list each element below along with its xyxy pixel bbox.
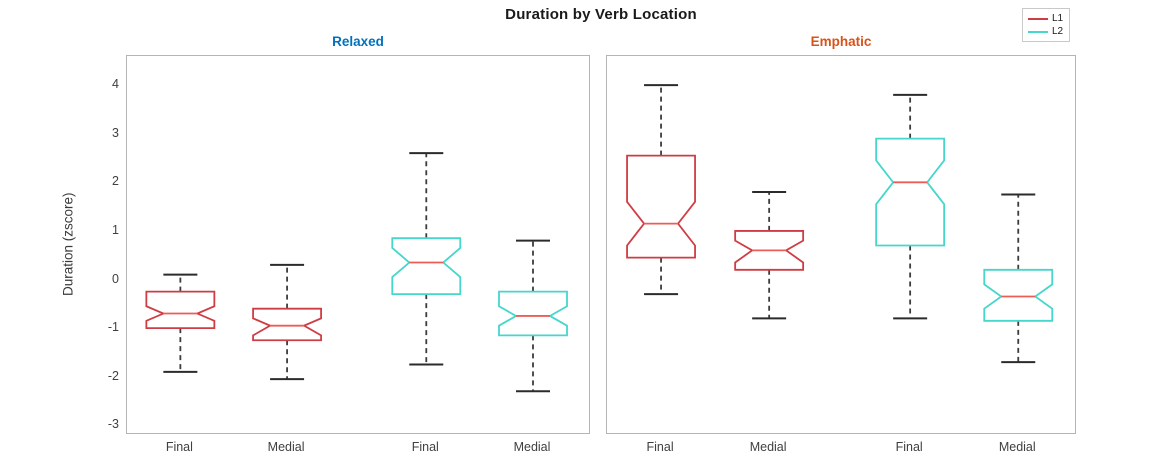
x-category-label: Medial bbox=[513, 440, 551, 454]
box-relaxed-final-l2 bbox=[391, 152, 462, 366]
l1-line-swatch-icon bbox=[1028, 17, 1048, 20]
box-relaxed-medial-l1 bbox=[252, 263, 322, 381]
box-body bbox=[252, 307, 322, 342]
box-relaxed-final-l1 bbox=[145, 273, 216, 373]
figure-title: Duration by Verb Location bbox=[505, 6, 697, 23]
legend: L1 L2 bbox=[1022, 8, 1071, 42]
panel-title-emphatic: Emphatic bbox=[810, 34, 872, 49]
box-body bbox=[391, 237, 462, 295]
x-category-label: Medial bbox=[267, 440, 305, 454]
legend-label-l2: L2 bbox=[1052, 26, 1064, 37]
legend-label-l1: L1 bbox=[1052, 13, 1064, 24]
y-axis-label: Duration (zscore) bbox=[60, 192, 76, 297]
y-tick-label: 3 bbox=[112, 125, 119, 140]
legend-item-l1: L1 bbox=[1028, 12, 1063, 25]
y-tick-label: 2 bbox=[112, 174, 119, 189]
y-tick-label: -2 bbox=[107, 368, 119, 383]
x-category-label: Final bbox=[646, 440, 674, 454]
box-body bbox=[875, 137, 946, 247]
panel-relaxed bbox=[126, 55, 590, 434]
y-tick-label: -3 bbox=[107, 417, 119, 432]
y-tick-label: -1 bbox=[107, 320, 119, 335]
panel-title-relaxed: Relaxed bbox=[332, 34, 384, 49]
x-category-label: Medial bbox=[998, 440, 1036, 454]
box-emphatic-final-l2 bbox=[875, 93, 946, 320]
box-body bbox=[983, 268, 1054, 322]
box-emphatic-medial-l2 bbox=[983, 193, 1054, 364]
box-emphatic-final-l1 bbox=[626, 84, 696, 296]
box-relaxed-medial-l2 bbox=[498, 239, 568, 393]
box-body bbox=[145, 290, 216, 330]
box-body bbox=[498, 290, 568, 337]
box-emphatic-medial-l1 bbox=[734, 191, 805, 320]
l2-line-swatch-icon bbox=[1028, 30, 1048, 33]
panel-emphatic bbox=[606, 55, 1076, 434]
x-category-label: Final bbox=[165, 440, 193, 454]
x-category-label: Final bbox=[411, 440, 439, 454]
emphatic-plot-svg bbox=[626, 84, 1054, 364]
box-body bbox=[626, 154, 696, 259]
x-category-label: Medial bbox=[749, 440, 787, 454]
y-tick-label: 0 bbox=[112, 271, 119, 286]
legend-item-l2: L2 bbox=[1028, 25, 1063, 38]
relaxed-plot-svg bbox=[145, 152, 568, 393]
x-category-label: Final bbox=[895, 440, 923, 454]
y-tick-label: 4 bbox=[112, 77, 119, 92]
y-tick-label: 1 bbox=[112, 222, 119, 237]
